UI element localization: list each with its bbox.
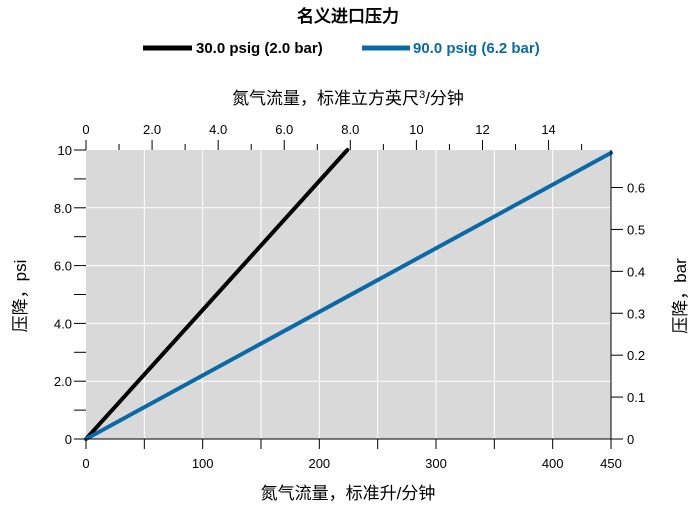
top-axis-tick-label: 8.0 [341,122,359,137]
top-axis-title-main: 氮气流量，标准立方英尺 [232,89,419,108]
left-axis-title: 压降，psi [11,260,30,333]
series-line-2 [84,150,613,441]
series-line-1 [84,148,350,441]
top-axis-tick-label: 14 [541,122,555,137]
left-axis-tick-label: 8.0 [54,201,72,216]
series-layer [84,148,613,441]
top-axis-tick-label: 12 [475,122,489,137]
right-axis-tick-label: 0.5 [627,222,645,237]
top-axis-title-superscript: 3 [419,89,425,101]
chart-title: 名义进口压力 [297,6,399,26]
right-axis-tick-label: 0.3 [627,306,645,321]
bottom-axis-tick-label: 450 [600,456,622,471]
bottom-axis-tick-label: 200 [308,456,330,471]
left-axis-tick-label: 4.0 [54,316,72,331]
legend: 30.0 psig (2.0 bar) 90.0 psig (6.2 bar) [143,40,540,57]
right-axis-tick-label: 0.1 [627,390,645,405]
right-axis-tick-label: 0 [627,432,634,447]
left-axis-tick-label: 2.0 [54,374,72,389]
left-axis-tick-label: 6.0 [54,259,72,274]
top-axis-title-tail: /分钟 [425,89,464,108]
top-axis-tick-label: 2.0 [143,122,161,137]
left-axis-tick-label: 10 [58,143,72,158]
grid [86,150,611,439]
right-axis-tick-label: 0.6 [627,181,645,196]
right-axis-tick-label: 0.2 [627,348,645,363]
left-axis-tick-label: 0 [65,432,72,447]
bottom-axis-tick-label: 300 [425,456,447,471]
legend-label-series-2: 90.0 psig (6.2 bar) [413,40,540,57]
top-axis-tick-label: 10 [409,122,423,137]
right-axis-tick-label: 0.4 [627,264,645,279]
bottom-axis-tick-label: 100 [192,456,214,471]
top-axis-title: 氮气流量，标准立方英尺3/分钟 [232,89,464,108]
bottom-axis-title: 氮气流量，标准升/分钟 [261,484,436,503]
legend-label-series-1: 30.0 psig (2.0 bar) [196,40,323,57]
right-axis-title: 压降，bar [671,258,690,334]
top-axis-tick-label: 4.0 [209,122,227,137]
bottom-axis-tick-label: 0 [82,456,89,471]
top-axis-tick-label: 0 [82,122,89,137]
bottom-axis-tick-label: 400 [542,456,564,471]
top-axis-tick-label: 6.0 [275,122,293,137]
